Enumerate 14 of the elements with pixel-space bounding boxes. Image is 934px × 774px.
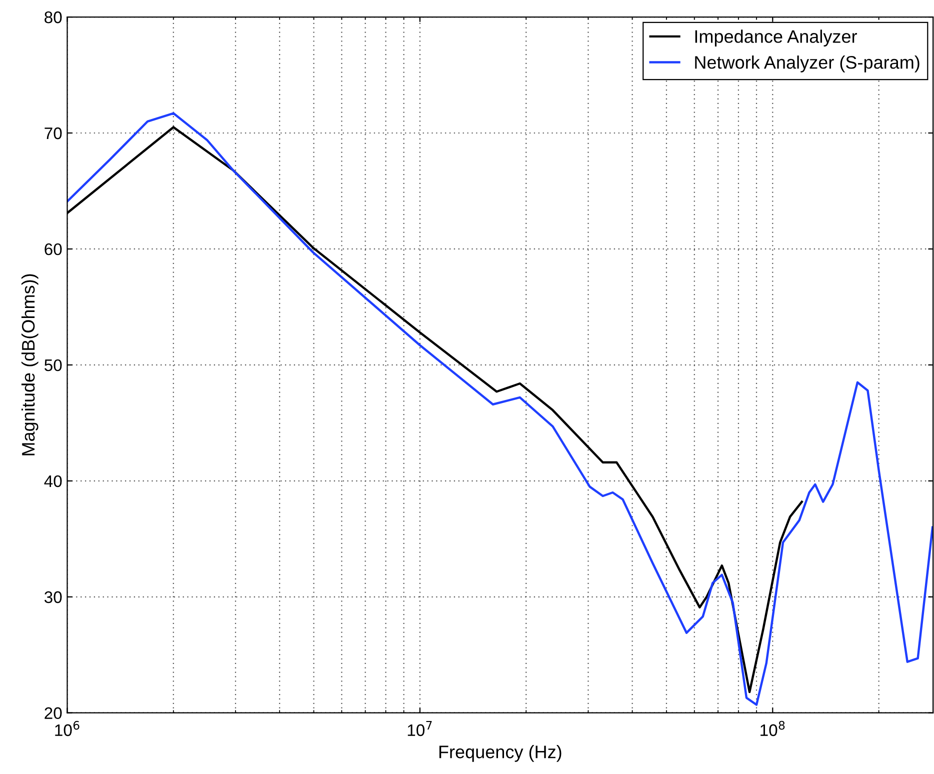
legend-label: Impedance Analyzer [695, 30, 857, 46]
x-tick-label: 10$^{6}$ [55, 720, 80, 736]
legend-label: Network Analyzer (S-param) [695, 56, 920, 72]
y-tick-label: 50 [44, 359, 62, 372]
y-tick-label: 70 [44, 127, 62, 140]
y-tick-label: 60 [44, 243, 62, 256]
x-axis-title: Frequency (Hz) [439, 745, 562, 762]
y-tick-label: 20 [44, 707, 62, 720]
x-tick-label: 10$^{8}$ [760, 720, 785, 736]
x-tick-label: 10$^{7}$ [408, 721, 432, 736]
y-axis-title: Magnitude (dB(Ohms)) [21, 274, 38, 456]
y-tick-label: 30 [44, 591, 62, 604]
y-tick-label: 80 [44, 11, 62, 24]
y-tick-label: 40 [44, 475, 62, 488]
